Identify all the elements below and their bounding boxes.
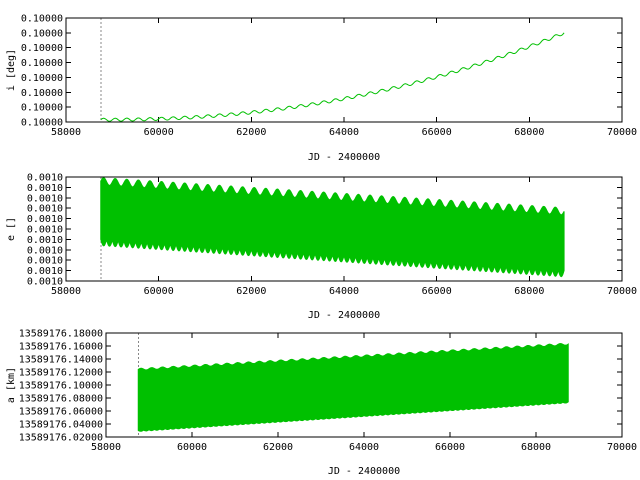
x-tick-label: 60000 [144, 127, 174, 138]
x-axis-label: JD - 2400000 [308, 152, 380, 163]
y-tick-label: 0.10000 [21, 43, 63, 54]
y-axis-label: a [km] [6, 367, 17, 403]
eccentricity-panel: 58000 60000 62000 64000 66000 68000 70000 0.001… [6, 173, 637, 322]
y-tick-label: 0.0010 [27, 277, 63, 288]
x-tick-label: 66000 [422, 286, 452, 297]
y-tick-label: 13589176.08000 [19, 394, 103, 405]
y-tick-label: 13589176.10000 [19, 381, 103, 392]
series-line [100, 32, 565, 122]
x-tick-label: 68000 [514, 286, 544, 297]
y-tick-label: 0.0010 [27, 173, 63, 184]
y-tick-label: 13589176.14000 [19, 355, 103, 366]
x-tick-label: 70000 [607, 127, 637, 138]
x-tick-label: 66000 [435, 442, 465, 453]
semimajor-axis-panel: 58000 60000 62000 64000 66000 68000 70000 13589… [6, 329, 637, 478]
y-tick-label: 0.10000 [21, 103, 63, 114]
x-tick-label: 66000 [422, 127, 452, 138]
y-tick-label: 0.0010 [27, 214, 63, 225]
y-axis-label: e [] [6, 217, 17, 241]
x-tick-label: 58000 [51, 286, 81, 297]
x-tick-label: 68000 [514, 127, 544, 138]
x-tick-label: 62000 [236, 286, 266, 297]
x-tick-label: 58000 [91, 442, 121, 453]
plot-frame [105, 332, 623, 438]
y-tick-label: 0.0010 [27, 266, 63, 277]
plot-frame [65, 176, 623, 282]
x-tick-label: 62000 [263, 442, 293, 453]
x-tick-label: 60000 [144, 286, 174, 297]
y-tick-label: 13589176.04000 [19, 420, 103, 431]
y-tick-label: 0.0010 [27, 193, 63, 204]
x-tick-label: 64000 [349, 442, 379, 453]
y-tick-label: 13589176.18000 [19, 329, 103, 340]
y-tick-label: 0.10000 [21, 88, 63, 99]
y-tick-label: 0.10000 [21, 118, 63, 129]
y-tick-label: 0.10000 [21, 58, 63, 69]
x-axis-label: JD - 2400000 [328, 466, 400, 477]
y-tick-label: 0.0010 [27, 256, 63, 267]
y-tick-label: 0.0010 [27, 225, 63, 236]
plot-frame [65, 17, 623, 123]
y-tick-label: 0.0010 [27, 204, 63, 215]
x-tick-label: 70000 [607, 286, 637, 297]
x-tick-label: 64000 [329, 286, 359, 297]
x-axis-label: JD - 2400000 [308, 310, 380, 321]
y-tick-label: 0.0010 [27, 245, 63, 256]
y-tick-label: 0.10000 [21, 73, 63, 84]
y-axis-label: i [deg] [6, 49, 17, 91]
y-tick-label: 13589176.06000 [19, 407, 103, 418]
y-tick-label: 0.0010 [27, 235, 63, 246]
y-tick-label: 0.10000 [21, 14, 63, 25]
series-band [137, 343, 569, 432]
x-tick-label: 70000 [607, 442, 637, 453]
y-tick-label: 13589176.02000 [19, 433, 103, 444]
y-tick-label: 0.0010 [27, 183, 63, 194]
x-tick-label: 62000 [236, 127, 266, 138]
y-tick-label: 0.10000 [21, 28, 63, 39]
x-tick-label: 64000 [329, 127, 359, 138]
x-tick-label: 68000 [521, 442, 551, 453]
y-tick-label: 13589176.16000 [19, 342, 103, 353]
x-tick-label: 60000 [177, 442, 207, 453]
series-band [100, 177, 565, 278]
x-tick-label: 58000 [51, 127, 81, 138]
y-tick-label: 13589176.12000 [19, 368, 103, 379]
inclination-panel: 58000 60000 62000 64000 66000 68000 70000 0.100… [6, 14, 637, 164]
